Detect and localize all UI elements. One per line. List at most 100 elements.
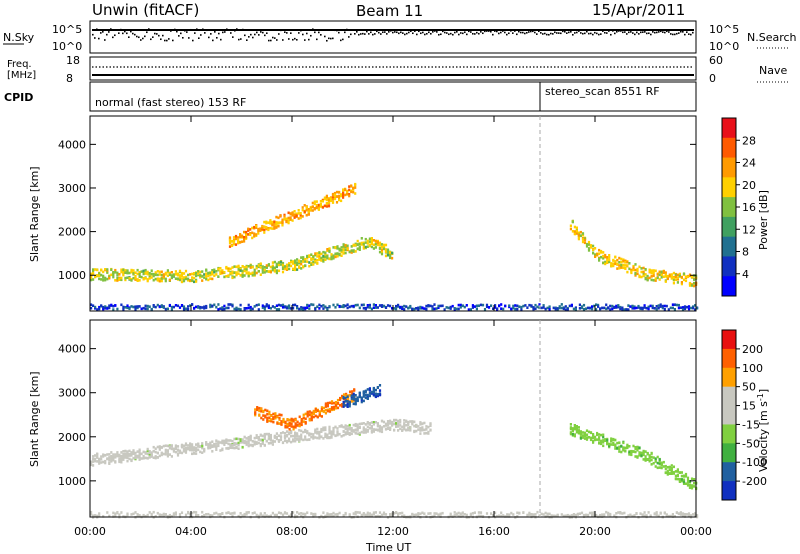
- data-cell: [356, 396, 359, 399]
- data-cell: [227, 511, 230, 514]
- data-cell: [664, 275, 667, 278]
- nsky-point: [502, 30, 504, 32]
- data-cell: [247, 227, 250, 231]
- data-cell: [116, 307, 119, 311]
- data-cell: [325, 194, 328, 198]
- nsky-point: [176, 30, 178, 33]
- data-cell: [277, 216, 280, 220]
- data-cell: [170, 274, 173, 277]
- data-cell: [184, 449, 188, 452]
- data-cell: [176, 272, 180, 276]
- nsky-point: [298, 32, 300, 34]
- data-cell: [506, 513, 509, 516]
- data-cell: [245, 441, 248, 444]
- data-cell: [294, 263, 297, 267]
- data-cell: [251, 226, 254, 230]
- data-cell: [346, 190, 349, 193]
- data-cell: [608, 260, 611, 264]
- data-cell: [342, 194, 345, 198]
- data-cell: [211, 444, 214, 447]
- data-cell: [132, 272, 135, 275]
- data-cell: [172, 450, 175, 453]
- nsky-point: [636, 31, 638, 34]
- data-cell: [328, 429, 331, 432]
- data-cell: [459, 515, 462, 518]
- data-cell: [225, 438, 228, 441]
- data-cell: [102, 274, 105, 278]
- data-cell: [254, 413, 257, 417]
- data-cell: [349, 394, 352, 397]
- nsky-point: [674, 33, 676, 36]
- data-cell: [313, 207, 316, 211]
- data-cell: [606, 438, 609, 442]
- nsearch-tick-top: 10^5: [709, 23, 739, 36]
- data-cell: [573, 230, 576, 233]
- data-cell: [679, 306, 682, 309]
- data-cell: [630, 268, 633, 272]
- data-cell: [189, 445, 192, 448]
- data-cell: [376, 422, 379, 425]
- data-cell: [441, 304, 444, 308]
- data-cell: [658, 270, 661, 274]
- data-cell: [380, 305, 384, 308]
- nsky-point: [376, 30, 378, 33]
- data-cell: [268, 419, 271, 423]
- data-cell: [644, 450, 647, 453]
- data-cell: [520, 308, 523, 311]
- data-cell: [298, 435, 301, 438]
- data-cell: [350, 428, 353, 432]
- nsky-tick-top: 10^5: [52, 23, 82, 36]
- data-cell: [676, 477, 679, 481]
- data-cell: [358, 431, 361, 435]
- data-cell: [690, 284, 694, 287]
- data-cell: [285, 263, 289, 267]
- data-cell: [114, 268, 117, 272]
- data-cell: [330, 406, 334, 409]
- data-cell: [648, 268, 651, 272]
- data-cell: [197, 448, 200, 452]
- data-cell: [657, 304, 660, 307]
- data-cell: [362, 242, 365, 246]
- data-cell: [667, 308, 670, 311]
- data-cell: [586, 514, 590, 517]
- data-cell: [696, 514, 699, 517]
- data-cell: [98, 462, 101, 465]
- data-cell: [104, 454, 107, 457]
- data-cell: [292, 260, 295, 263]
- data-cell: [334, 252, 337, 256]
- data-cell: [148, 277, 151, 280]
- data-cell: [636, 448, 639, 452]
- data-cell: [597, 303, 600, 307]
- data-cell: [319, 203, 322, 207]
- data-cell: [274, 416, 277, 420]
- data-cell: [651, 304, 654, 308]
- data-cell: [180, 511, 184, 514]
- data-cell: [215, 273, 218, 276]
- data-cell: [332, 432, 335, 436]
- data-cell: [275, 221, 278, 224]
- data-cell: [300, 267, 303, 270]
- data-cell: [134, 308, 137, 311]
- nsky-panel: N.Sky 10^5 10^0 10^5 10^0 N.Search: [3, 20, 797, 54]
- data-cell: [132, 449, 135, 452]
- data-cell: [102, 515, 105, 518]
- data-cell: [168, 446, 171, 450]
- data-cell: [403, 308, 406, 311]
- x-tick-label: 20:00: [579, 525, 611, 538]
- data-cell: [479, 511, 483, 514]
- data-cell: [632, 268, 635, 272]
- data-cell: [332, 514, 335, 518]
- data-cell: [191, 511, 194, 515]
- nsky-point: [306, 32, 308, 35]
- freq-panel: Freq. [MHz] 18 8 60 0 Nave: [7, 54, 790, 85]
- nsky-point: [104, 39, 106, 41]
- data-cell: [275, 432, 278, 435]
- data-cell: [146, 307, 149, 311]
- nsky-point: [360, 33, 362, 35]
- nave-tick-top: 60: [709, 54, 723, 67]
- data-cell: [378, 393, 382, 396]
- data-cell: [166, 444, 169, 448]
- data-cell: [269, 270, 272, 274]
- data-cell: [233, 275, 236, 279]
- data-cell: [251, 443, 254, 447]
